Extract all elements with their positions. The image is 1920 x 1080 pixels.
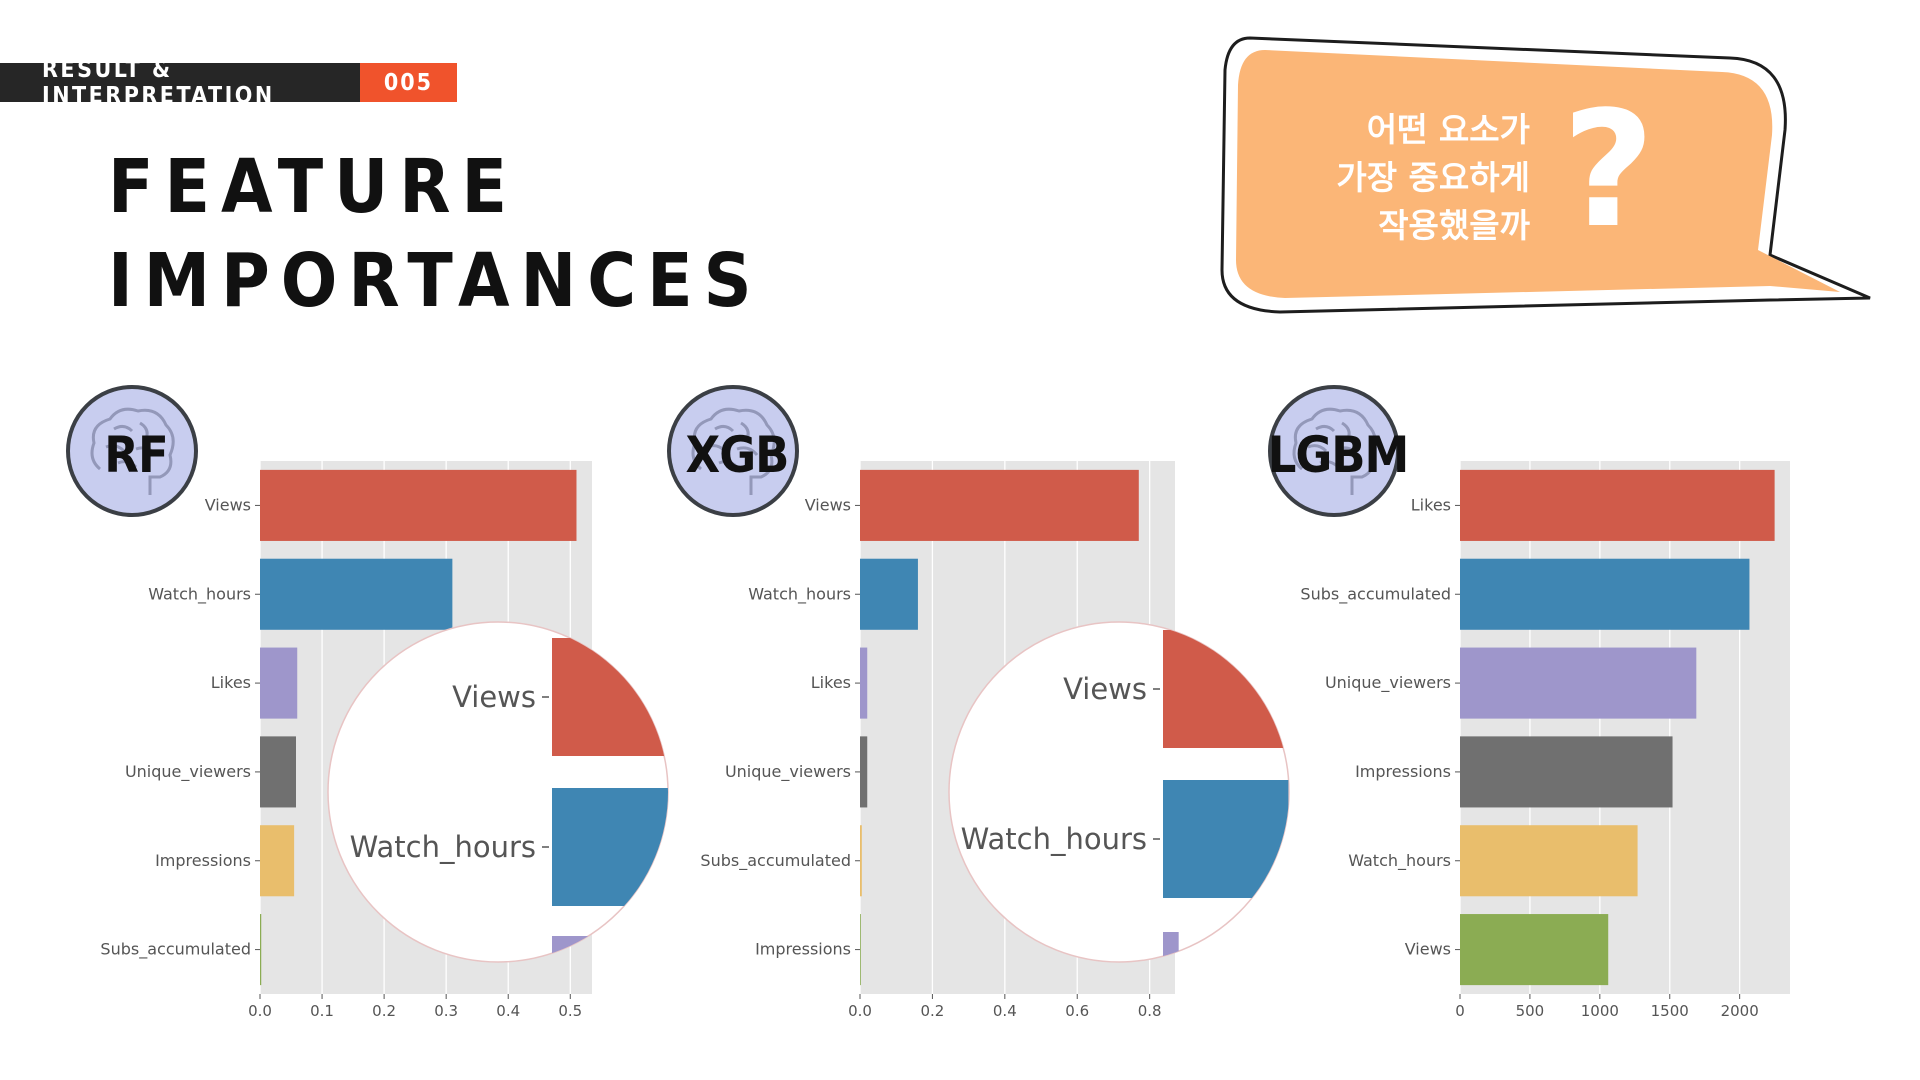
bar-impressions [260,825,295,897]
xgb-badge-label: XGB [685,426,790,484]
bar-impressions [860,914,861,986]
xgb-zoom-inset: Views Watch_hours [948,621,1290,963]
x-tick-label: 0.0 [248,1002,272,1020]
section-tag: RESULT & INTERPRETATION 005 [0,57,457,109]
bar-impressions [1460,736,1673,808]
bar-views [260,469,577,541]
y-tick-label-views: Views [205,495,251,514]
zoom-bar-likes [552,936,629,962]
zoom-bar-watch-hours [1163,780,1289,898]
question-mark-icon: ? [1562,76,1655,263]
page-title: FEATURE IMPORTANCES [108,140,763,328]
x-tick-label: 2000 [1721,1002,1759,1020]
brain-icon [90,407,175,495]
x-tick-label: 1500 [1651,1002,1689,1020]
speech-bubble-outline [1220,36,1871,314]
y-tick-label-subs-accumulated: Subs_accumulated [100,940,251,960]
rf-zoom-inset: Views Watch_hours [327,621,669,963]
zoom-bar-likes [1163,932,1179,962]
zoom-bar-views [552,638,668,756]
bar-subs-accumulated [260,914,262,986]
y-tick-label-subs-accumulated: Subs_accumulated [700,851,851,871]
lgbm-badge-label: LGBM [1267,426,1410,484]
x-tick-label: 0.2 [372,1002,396,1020]
y-tick-label-unique-viewers: Unique_viewers [125,762,251,782]
bar-likes [860,647,868,719]
bar-likes [260,647,298,719]
y-tick-label-likes: Likes [811,673,851,692]
y-tick-label-watch-hours: Watch_hours [1348,851,1451,871]
y-tick-label-likes: Likes [211,673,251,692]
bar-views [1460,914,1609,986]
bar-subs-accumulated [1460,558,1750,630]
lgbm-badge: LGBM [1268,385,1409,517]
section-label: RESULT & INTERPRETATION [0,57,360,109]
x-tick-label: 0.0 [848,1002,872,1020]
xgb-badge: XGB [667,385,799,517]
y-tick-label-unique-viewers: Unique_viewers [1325,673,1451,693]
zoom-bar-watch-hours [552,788,668,906]
x-tick-label: 1000 [1581,1002,1619,1020]
x-tick-label: 0.8 [1138,1002,1162,1020]
x-tick-label: 0.4 [993,1002,1017,1020]
x-tick-label: 0.1 [310,1002,334,1020]
lgbm-feature-importance-chart: 0 500 1000 1500 2000 Likes Subs_accumulated Uni… [1300,461,1790,1020]
x-tick-label: 0.6 [1065,1002,1089,1020]
y-tick-label-likes: Likes [1411,495,1451,514]
bar-likes [1460,469,1775,541]
y-tick-label-watch-hours: Watch_hours [148,584,251,604]
bar-subs-accumulated [860,825,862,897]
brain-icon [1292,407,1377,495]
page-title-line-2: IMPORTANCES [108,238,763,324]
x-tick-label: 0 [1455,1002,1465,1020]
bar-watch-hours [1460,825,1638,897]
rf-badge-label: RF [104,426,168,484]
bar-unique-viewers [1460,647,1697,719]
zoom-label-views: Views [1063,672,1147,706]
zoom-label-watch-hours: Watch_hours [350,830,536,864]
bubble-question: 어떤 요소가 가장 중요하게 작용했을까 [1290,106,1530,250]
x-tick-label: 0.2 [920,1002,944,1020]
y-tick-label-impressions: Impressions [155,851,251,870]
y-tick-label-impressions: Impressions [755,940,851,959]
y-tick-label-subs-accumulated: Subs_accumulated [1300,584,1451,604]
y-tick-label-views: Views [805,495,851,514]
bar-unique-viewers [860,736,868,808]
zoom-label-watch-hours: Watch_hours [961,822,1147,856]
bar-watch-hours [260,558,453,630]
plot-background [1460,461,1790,994]
plot-area [1459,461,1790,994]
page-title-line-1: FEATURE [108,144,518,230]
zoom-label-views: Views [452,680,536,714]
speech-bubble-fill [1236,50,1840,298]
bar-unique-viewers [260,736,296,808]
y-tick-label-unique-viewers: Unique_viewers [725,762,851,782]
y-tick-label-impressions: Impressions [1355,762,1451,781]
speech-bubble [1220,36,1871,314]
zoom-bar-views [1163,630,1289,748]
x-tick-label: 500 [1516,1002,1545,1020]
section-number: 005 [360,63,457,102]
bar-watch-hours [860,558,918,630]
rf-badge: RF [66,385,198,517]
y-tick-label-watch-hours: Watch_hours [748,584,851,604]
y-tick-label-views: Views [1405,940,1451,959]
bubble-line-1: 어떤 요소가 [1366,110,1530,149]
bubble-line-2: 가장 중요하게 [1336,158,1530,197]
bubble-line-3: 작용했을까 [1378,206,1530,245]
bar-views [860,469,1139,541]
x-tick-label: 0.4 [496,1002,520,1020]
x-tick-label: 0.5 [558,1002,582,1020]
brain-icon [691,407,776,495]
x-tick-label: 0.3 [434,1002,458,1020]
